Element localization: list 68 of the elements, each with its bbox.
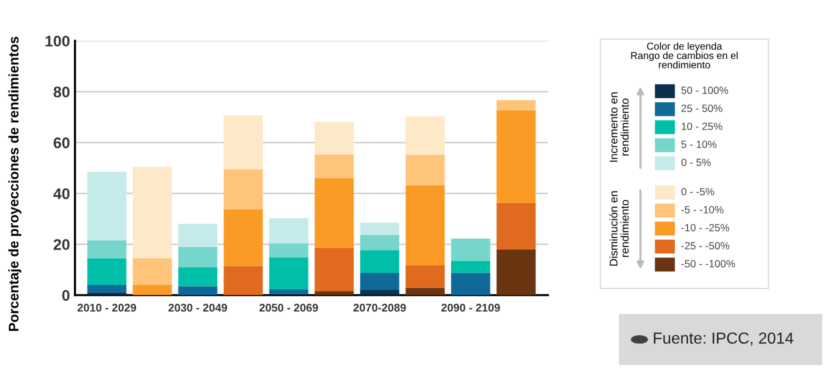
y-tick-label: 40 [53,188,70,200]
bar [224,169,263,210]
bar [178,246,218,268]
bar [87,292,126,296]
bar [87,172,126,240]
legend-label: -50 - -100% [681,260,736,268]
bar [496,249,536,296]
legend-label: 50 - 100% [681,86,728,94]
x-tick-label: 2090 - 2109 [441,304,500,312]
text: Incremento en rendimiento [610,92,629,162]
legend-title: Color de leyenda Rango de cambios en el rendimiento [631,42,738,68]
bar [269,290,308,294]
legend-label: 5 - 10% [681,140,716,148]
bar [496,202,536,250]
text: Disminución en rendimiento [609,191,629,266]
bar [360,222,400,235]
bar [406,265,445,288]
bar [314,291,354,296]
y-tick-label: 0 [62,290,70,301]
x-tick-label: 2070-2089 [354,304,406,312]
bar [496,110,536,203]
bar [87,240,126,258]
bar [314,154,354,178]
bar [360,273,400,290]
y-tick-label: 60 [54,137,70,148]
legend-label: -5 - -10% [681,206,724,214]
source-note: Fuente: IPCC, 2014 [654,332,794,346]
bar [87,284,126,293]
bar [451,238,490,261]
bar [314,178,354,248]
bar [132,284,172,296]
legend-label: 25 - 50% [681,104,722,112]
bar [269,218,308,244]
bar [360,250,400,274]
bar [360,290,400,296]
y-tick-label: 20 [54,239,70,250]
bar [269,244,308,258]
x-tick-label: 2010 - 2029 [78,304,136,312]
legend-label: 0 - -5% [681,188,714,196]
legend-label: -25 - -50% [681,242,730,250]
y-axis-title: Porcentaje de proyecciones de rendimientos [8,36,22,331]
bar [406,154,445,186]
legend-label: -10 - -25% [681,224,730,232]
bar [406,185,445,266]
legend-label: 10 - 25% [682,122,722,130]
bar [496,100,536,110]
bar [406,288,445,296]
bar [224,209,263,266]
bar [132,258,172,285]
bar [178,267,218,286]
bar [314,248,354,292]
bar [451,260,490,273]
x-tick-label: 2030 - 2049 [168,304,228,312]
y-tick-label: 100 [46,36,70,47]
bar [406,116,445,155]
bar [224,266,263,296]
x-tick-label: 2050 - 2069 [259,304,318,312]
bar [178,224,218,247]
legend-label: 0 - 5% [681,158,711,166]
bar [132,166,172,258]
bar [87,258,126,285]
bar [269,258,308,290]
bar [178,286,218,296]
y-tick-label: 80 [54,86,70,98]
bar [314,122,354,155]
bar [360,234,400,250]
bar [451,272,490,296]
bar [224,115,263,170]
